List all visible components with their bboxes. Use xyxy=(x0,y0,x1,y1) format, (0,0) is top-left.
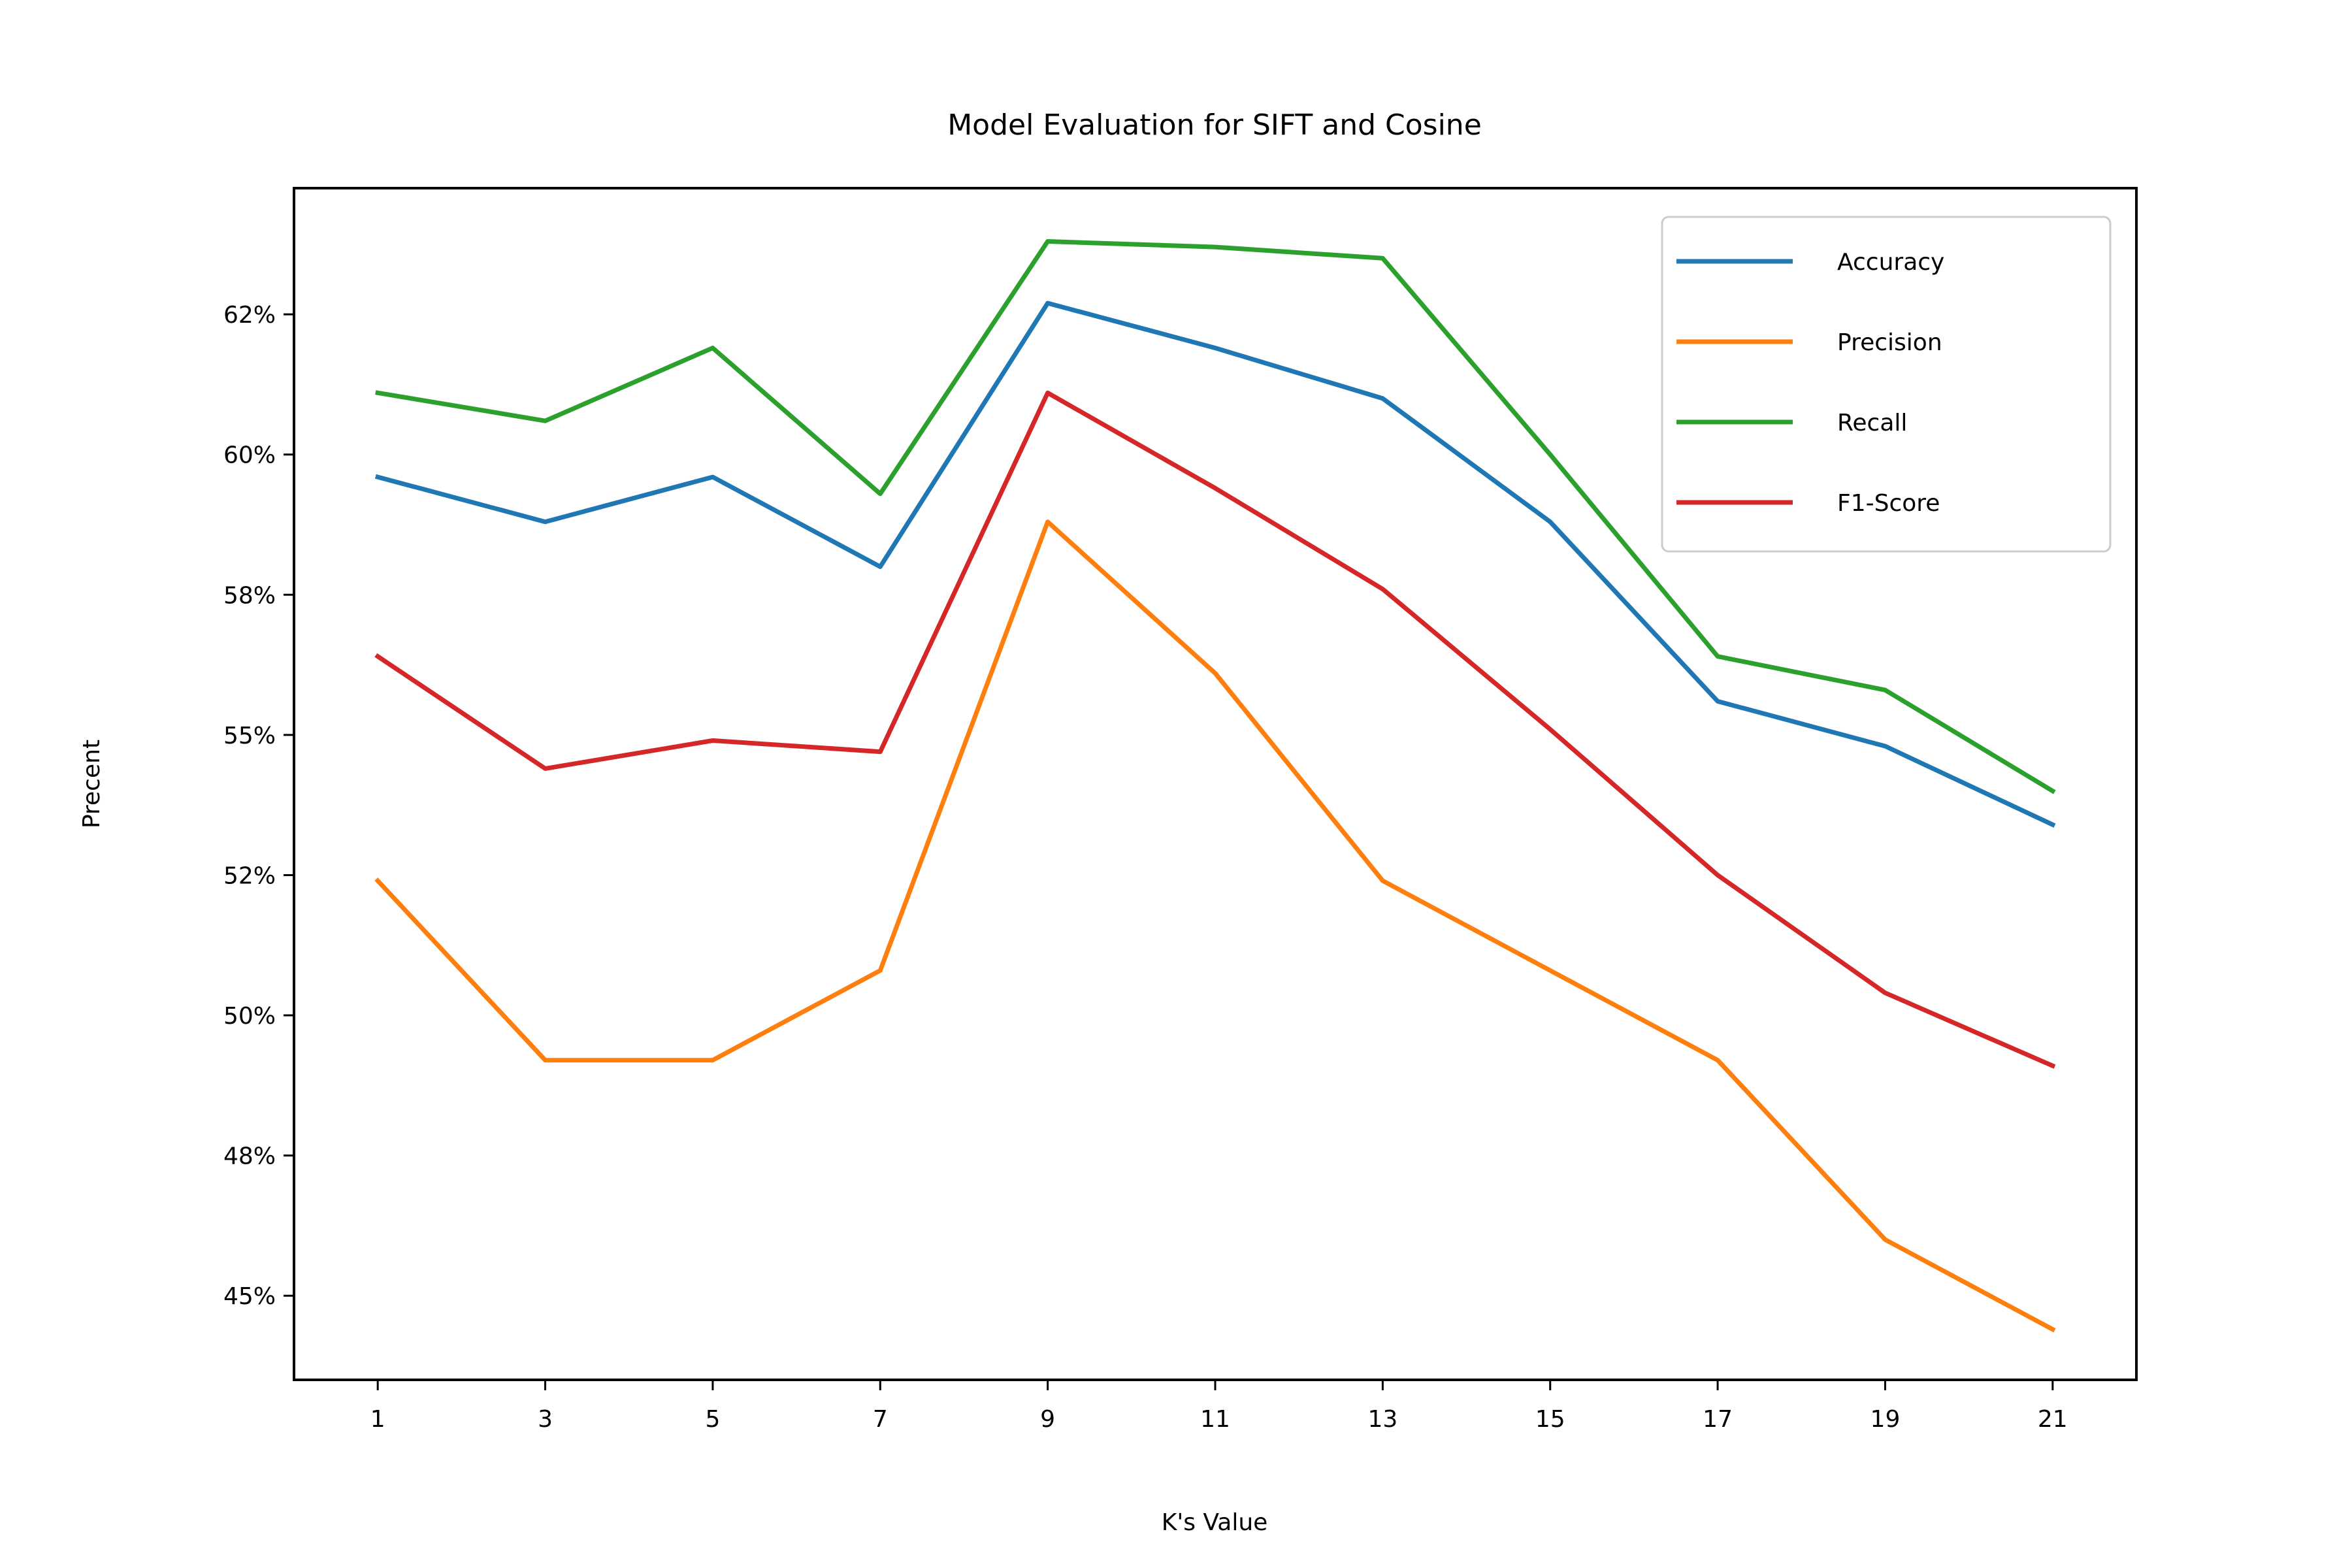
y-tick-label: 62% xyxy=(223,302,276,329)
chart-title: Model Evaluation for SIFT and Cosine xyxy=(947,108,1482,142)
series-line-accuracy xyxy=(374,301,2056,828)
series-line-recall xyxy=(375,239,2056,794)
x-tick-label: 19 xyxy=(1870,1406,1901,1433)
series-lines xyxy=(374,239,2056,1333)
x-tick-label: 17 xyxy=(1703,1406,1733,1433)
y-tick-label: 50% xyxy=(223,1003,276,1030)
legend: Accuracy Precision Recall F1-Score xyxy=(1661,216,2112,553)
x-tick-label: 15 xyxy=(1535,1406,1565,1433)
series-line-precision xyxy=(374,519,2056,1333)
legend-label: Recall xyxy=(1837,410,1907,436)
x-tick-label: 1 xyxy=(370,1406,385,1433)
x-tick-label: 11 xyxy=(1200,1406,1230,1433)
y-tick-label: 58% xyxy=(223,582,276,609)
x-tick-label: 21 xyxy=(2038,1406,2068,1433)
y-axis-ticks: 45% 48% 50% 52% 55% 58% 60% 62% xyxy=(223,302,294,1310)
legend-label: F1-Score xyxy=(1837,490,1940,517)
y-tick-label: 48% xyxy=(223,1143,276,1170)
x-tick-label: 7 xyxy=(873,1406,888,1433)
x-tick-label: 13 xyxy=(1367,1406,1397,1433)
x-tick-label: 9 xyxy=(1040,1406,1055,1433)
y-tick-label: 45% xyxy=(223,1283,276,1310)
x-tick-label: 3 xyxy=(538,1406,553,1433)
y-tick-label: 60% xyxy=(223,442,276,469)
plot-area: 1 3 5 7 9 11 13 15 17 19 21 45%48%50%52%55%58%60%6… xyxy=(223,187,2138,1433)
x-tick-label: 5 xyxy=(705,1406,720,1433)
y-tick-label: 52% xyxy=(223,862,276,889)
legend-box xyxy=(1661,216,2112,553)
x-axis-label: K's Value xyxy=(1162,1509,1268,1536)
y-tick-label: 55% xyxy=(223,723,276,749)
legend-label: Precision xyxy=(1837,329,1942,356)
series-line-f1-score xyxy=(374,390,2056,1069)
y-axis-label: Precent xyxy=(78,740,105,828)
x-axis-ticks: 1 3 5 7 9 11 13 15 17 19 21 xyxy=(370,1380,2068,1433)
legend-label: Accuracy xyxy=(1837,249,1944,276)
